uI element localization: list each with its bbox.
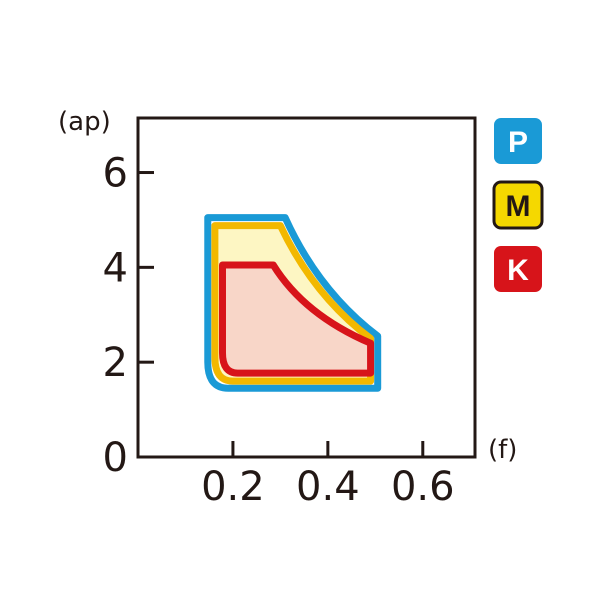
legend: PMK [492, 118, 544, 292]
legend-label-M: M [506, 190, 531, 223]
legend-label-P: P [508, 126, 528, 159]
plot-frame [136, 116, 477, 459]
x-tick-label: 0.2 [201, 464, 265, 510]
legend-badge-M [492, 180, 544, 230]
legend-badge-P [494, 118, 542, 164]
region-K [218, 261, 375, 377]
legend-label-K: K [507, 254, 529, 287]
regions [204, 214, 382, 392]
y-axis-label: (ap) [58, 107, 111, 137]
legend-badge-K [494, 246, 542, 292]
x-tick-label: 0.4 [296, 464, 360, 510]
ticks: 0.2 0.4 0.6 0 2 4 6 [103, 151, 455, 510]
y-tick-label: 2 [103, 340, 128, 386]
y-tick-label: 6 [103, 151, 128, 197]
x-axis-label: (f) [488, 435, 517, 465]
y-tick-label: 4 [103, 245, 128, 291]
y-tick-label: 0 [103, 435, 128, 481]
x-tick-label: 0.6 [391, 464, 455, 510]
